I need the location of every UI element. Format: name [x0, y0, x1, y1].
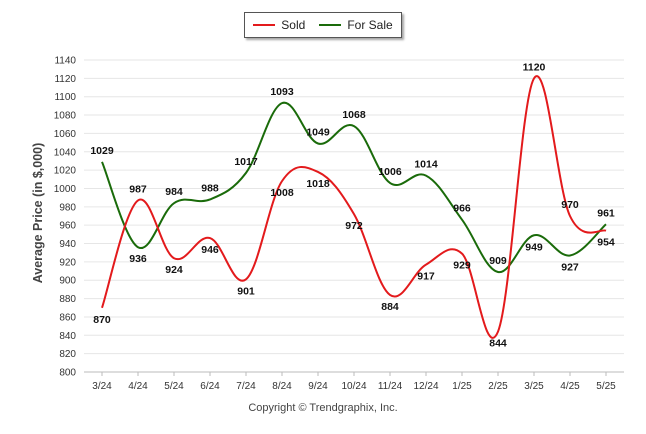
x-tick-label-8/24: 8/24: [272, 381, 292, 392]
y-tick-label-1060: 1060: [54, 129, 77, 140]
y-tick-label-1040: 1040: [54, 147, 77, 158]
x-tick-label-12/24: 12/24: [413, 381, 438, 392]
x-tick-label-3/24: 3/24: [92, 381, 112, 392]
series-line-sold: [101, 75, 607, 339]
y-tick-label-1020: 1020: [54, 166, 77, 177]
data-label-sold-4: 901: [237, 285, 255, 297]
y-tick-label-1080: 1080: [54, 111, 77, 122]
x-tick-label-7/24: 7/24: [236, 381, 256, 392]
data-label-sold-14: 954: [597, 237, 615, 249]
x-tick-label-5/25: 5/25: [596, 381, 616, 392]
data-label-sold-2: 924: [165, 264, 183, 276]
y-tick-label-980: 980: [59, 202, 76, 213]
y-tick-label-920: 920: [59, 257, 76, 268]
y-tick-label-940: 940: [59, 239, 76, 250]
x-tick-label-9/24: 9/24: [308, 381, 328, 392]
x-tick-label-4/25: 4/25: [560, 381, 580, 392]
y-tick-label-880: 880: [59, 294, 76, 305]
data-label-for-sale-9: 1014: [414, 159, 438, 171]
data-label-for-sale-0: 1029: [90, 145, 114, 157]
data-label-sold-9: 917: [417, 271, 435, 283]
legend-item-for-sale: For Sale: [319, 18, 393, 32]
copyright-text: Copyright © Trendgraphix, Inc.: [248, 402, 398, 414]
data-label-sold-0: 870: [93, 314, 111, 326]
x-tick-label-10/24: 10/24: [341, 381, 366, 392]
data-label-for-sale-12: 949: [525, 241, 543, 253]
data-label-sold-7: 972: [345, 220, 363, 232]
x-tick-label-1/25: 1/25: [452, 381, 472, 392]
y-tick-label-1100: 1100: [54, 92, 76, 103]
y-tick-label-820: 820: [59, 349, 76, 360]
x-tick-label-5/24: 5/24: [164, 381, 184, 392]
data-label-sold-6: 1018: [306, 178, 330, 190]
y-tick-label-1120: 1120: [54, 74, 76, 85]
x-tick-label-3/25: 3/25: [524, 381, 544, 392]
legend-label-for-sale: For Sale: [347, 18, 393, 32]
legend: Sold For Sale: [244, 12, 402, 38]
y-axis-title: Average Price (in $,000): [31, 142, 45, 284]
y-tick-label-900: 900: [59, 276, 76, 287]
data-label-for-sale-8: 1006: [378, 166, 402, 178]
x-tick-label-2/25: 2/25: [488, 381, 508, 392]
y-tick-label-840: 840: [59, 331, 76, 342]
data-label-for-sale-11: 909: [489, 255, 507, 267]
data-label-for-sale-4: 1017: [234, 156, 258, 168]
data-label-sold-11: 844: [489, 338, 507, 350]
x-tick-label-6/24: 6/24: [200, 381, 220, 392]
data-label-for-sale-10: 966: [453, 203, 471, 215]
data-label-sold-13: 970: [561, 199, 579, 211]
data-label-sold-8: 884: [381, 301, 399, 313]
legend-swatch-for-sale: [319, 24, 342, 26]
series-line-for-sale: [101, 101, 607, 273]
data-label-for-sale-14: 961: [597, 207, 615, 219]
y-tick-label-1000: 1000: [54, 184, 77, 195]
data-label-for-sale-6: 1049: [306, 127, 330, 139]
data-label-for-sale-5: 1093: [270, 86, 294, 98]
y-tick-label-860: 860: [59, 312, 76, 323]
y-tick-label-960: 960: [59, 221, 76, 232]
data-label-sold-10: 929: [453, 260, 471, 272]
legend-label-sold: Sold: [281, 18, 306, 32]
data-label-sold-12: 1120: [523, 61, 546, 73]
data-label-for-sale-1: 936: [129, 253, 147, 265]
data-label-sold-5: 1008: [270, 187, 294, 199]
legend-item-sold: Sold: [253, 18, 305, 32]
data-label-for-sale-13: 927: [561, 261, 579, 273]
x-tick-label-4/24: 4/24: [128, 381, 148, 392]
y-tick-label-1140: 1140: [54, 56, 76, 67]
data-label-for-sale-7: 1068: [342, 109, 366, 121]
x-tick-label-11/24: 11/24: [378, 381, 403, 392]
legend-swatch-sold: [253, 24, 276, 26]
data-label-for-sale-2: 984: [165, 186, 183, 198]
data-label-sold-1: 987: [129, 183, 147, 195]
data-label-sold-3: 946: [201, 244, 219, 256]
data-label-for-sale-3: 988: [201, 182, 219, 194]
y-tick-label-800: 800: [59, 368, 76, 379]
